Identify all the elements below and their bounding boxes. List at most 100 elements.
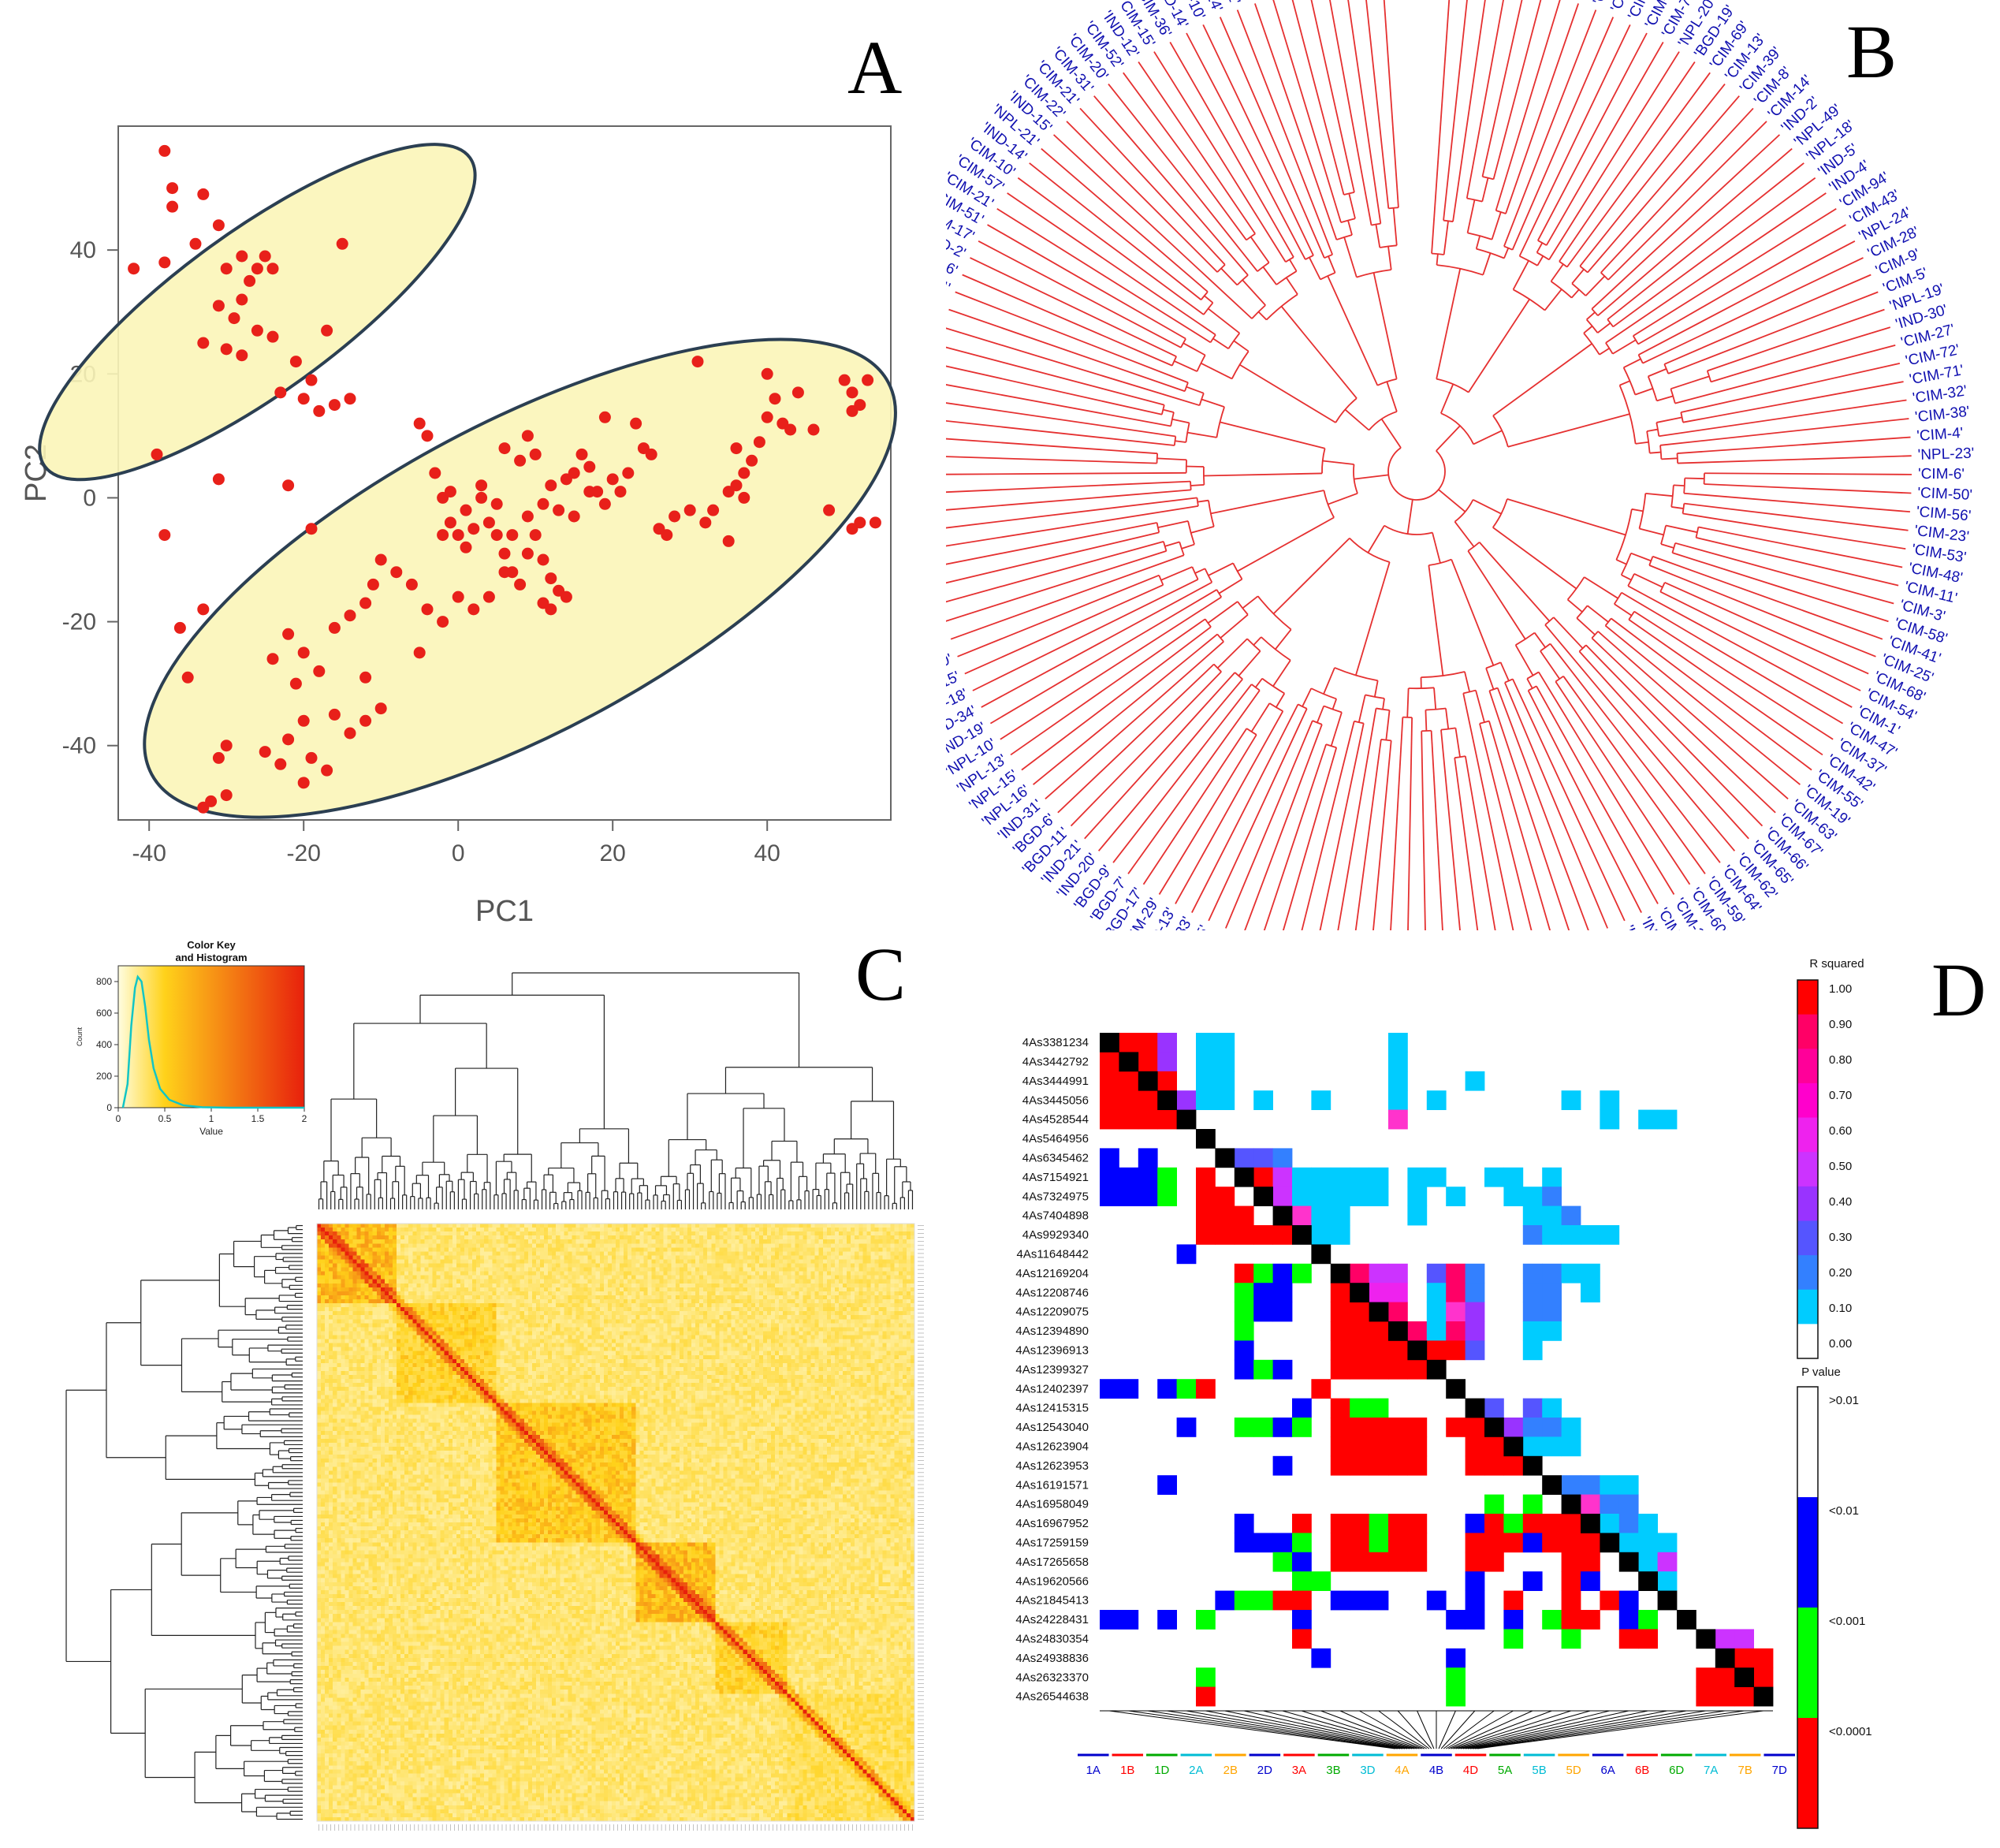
dendrogram-branch [1237, 516, 1335, 572]
ld-cell [1215, 1033, 1235, 1053]
scatter-point [374, 702, 387, 715]
p-legend-label: >0.01 [1829, 1394, 1859, 1407]
ld-cell [1388, 1533, 1408, 1553]
scatter-point [305, 751, 318, 764]
chromosome-label: 2D [1257, 1764, 1272, 1777]
dendrogram-branch [1503, 9, 1597, 247]
key-x-tick-label: 2 [302, 1113, 307, 1124]
ld-cell [1311, 1167, 1331, 1187]
dendrogram-branch [1607, 162, 1804, 320]
dendrogram-branch [946, 480, 1191, 494]
marker-line [1469, 1710, 1706, 1749]
ld-cell [1581, 1263, 1600, 1284]
ld-cell [1618, 1514, 1639, 1533]
ld-cell [1696, 1686, 1716, 1707]
dendrogram-branch [1476, 248, 1505, 259]
dendrogram-branch [1328, 492, 1358, 505]
key-histogram [121, 974, 304, 1109]
ld-cell [1522, 1205, 1543, 1226]
marker-label: 4As16967952 [1015, 1517, 1089, 1530]
dendrogram-branch [1607, 319, 1614, 327]
ld-cell [1522, 1514, 1543, 1533]
chromosome-label: 4A [1395, 1764, 1409, 1777]
dendrogram-branch [1627, 585, 1853, 708]
leaf-label: 'CIM-38' [1914, 404, 1970, 426]
scatter-point [266, 263, 279, 275]
scatter-point [537, 497, 549, 510]
dendrogram-branch [946, 497, 1197, 529]
r2-legend-swatch [1797, 980, 1818, 1015]
scatter-point [683, 504, 696, 516]
dendrogram-branch [1219, 17, 1325, 259]
ld-cell [1292, 1571, 1312, 1591]
dendrogram-branch [1084, 672, 1236, 840]
scatter-point [297, 393, 310, 405]
dendrogram-branch [1186, 32, 1306, 260]
scatter-point [282, 628, 295, 640]
ld-cell [1388, 1514, 1408, 1533]
dendrogram-branch [1443, 0, 1468, 221]
dendrogram-branch [1633, 573, 1663, 588]
ld-cell [1196, 1187, 1216, 1206]
scatter-point [421, 603, 434, 616]
dendrogram-branch [1244, 724, 1323, 930]
scatter-point [452, 529, 464, 542]
ld-cell [1503, 1590, 1524, 1611]
dendrogram-branch [1454, 758, 1479, 930]
marker-label: 4As3442792 [1022, 1055, 1089, 1068]
dendrogram-branch [962, 274, 1173, 367]
scatter-point [197, 337, 210, 349]
ld-cell [1657, 1533, 1678, 1553]
key-x-tick-label: 1 [209, 1113, 214, 1124]
x-tick-label: -40 [132, 840, 166, 866]
scatter-point [498, 442, 511, 455]
ld-cell [1600, 1590, 1620, 1611]
scatter-point [266, 330, 279, 343]
scatter-point [838, 374, 851, 386]
marker-line [1339, 1710, 1425, 1749]
marker-line [1438, 1710, 1456, 1749]
ld-diagonal-cell [1696, 1629, 1716, 1649]
r2-legend-swatch [1797, 1255, 1818, 1291]
scatter-point [521, 430, 534, 442]
dendrogram-branch [1618, 385, 1637, 445]
ld-cell [1119, 1090, 1139, 1110]
dendrogram-branch [1464, 671, 1470, 692]
dendrogram-branch [1337, 708, 1377, 930]
ld-cell [1446, 1263, 1466, 1284]
chromosome-label: 3A [1292, 1764, 1306, 1777]
scatter-point [259, 746, 271, 758]
chromosome-label: 3B [1326, 1764, 1340, 1777]
marker-line [1446, 1710, 1514, 1749]
dendrogram-branch [1201, 398, 1225, 408]
dendrogram-branch [1354, 739, 1382, 930]
scatter-point [429, 467, 441, 479]
r2-legend-label: 0.70 [1829, 1089, 1852, 1102]
dendrogram-branch [1158, 734, 1257, 895]
scatter-point [784, 423, 797, 436]
marker-line [1417, 1710, 1435, 1749]
ld-diagonal-cell [1350, 1283, 1369, 1302]
ld-cell [1369, 1398, 1389, 1418]
dendrogram-branch [1347, 220, 1353, 236]
marker-label: 4As12623953 [1015, 1459, 1089, 1473]
scatter-point [537, 553, 549, 566]
dendrogram-branch [1320, 272, 1335, 281]
ld-cell [1522, 1302, 1543, 1322]
marker-line [1205, 1710, 1408, 1749]
ld-cell [1330, 1321, 1350, 1341]
ld-cell [1407, 1187, 1428, 1206]
scatter-point [537, 597, 549, 609]
dendrogram-branch [1646, 430, 1651, 453]
ld-cell [1522, 1225, 1543, 1245]
dendrogram-branch [1436, 254, 1439, 266]
dendrogram-branch [1184, 382, 1189, 392]
dendrogram-branch [1431, 0, 1451, 254]
leaf-label: 'CIM-56' [1916, 504, 1972, 525]
ld-cell [1272, 1187, 1293, 1206]
ld-cell [1407, 1436, 1428, 1457]
dendrogram-branch [1536, 255, 1544, 266]
dendrogram-branch [946, 550, 1167, 622]
dendrogram-branch [1079, 107, 1226, 266]
ld-cell [1522, 1187, 1543, 1206]
